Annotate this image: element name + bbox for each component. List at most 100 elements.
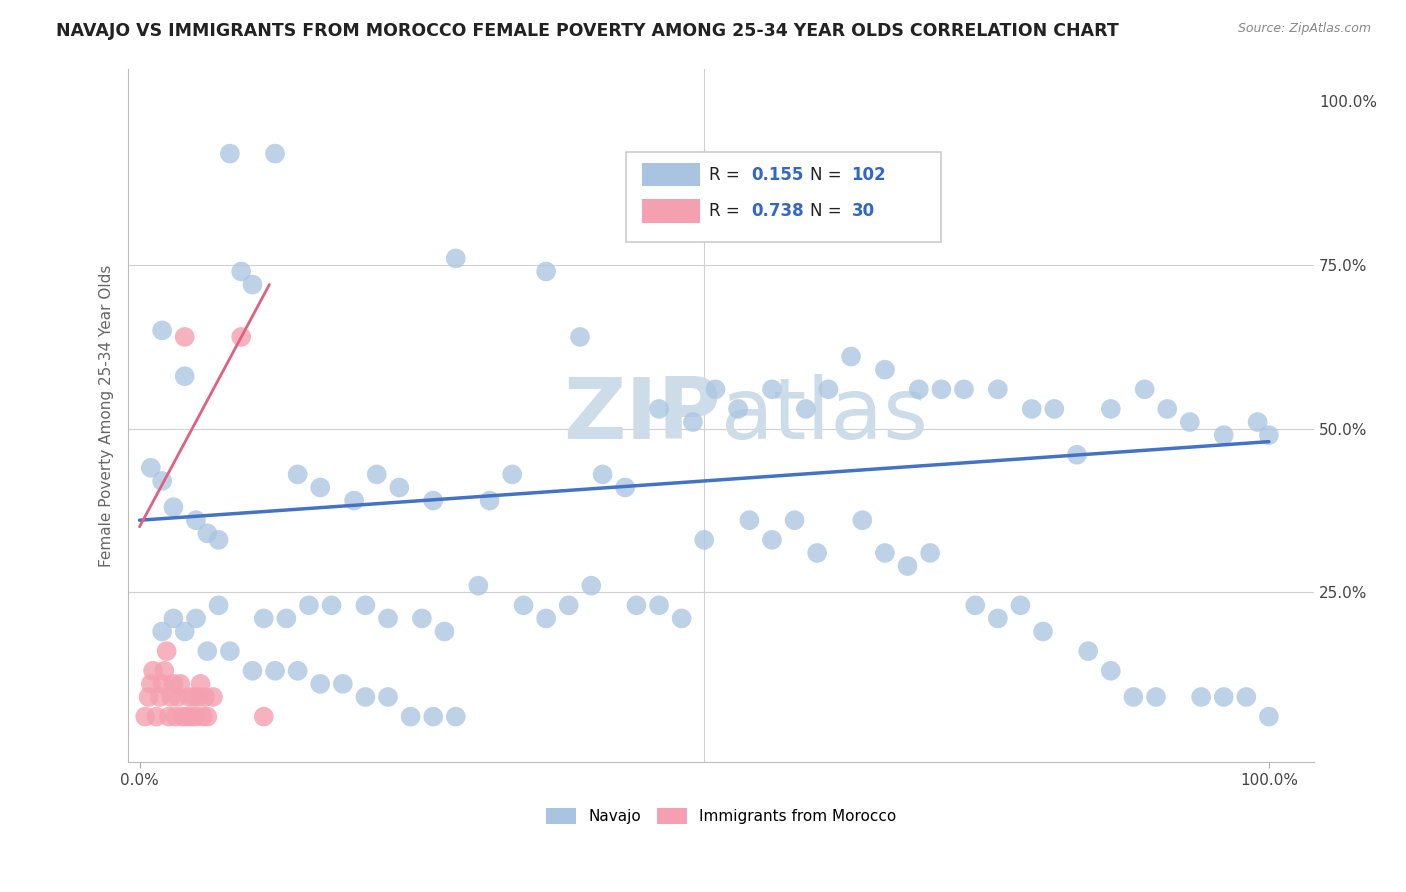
Point	[817, 382, 839, 396]
Point	[157, 709, 180, 723]
Point	[512, 599, 534, 613]
Point	[433, 624, 456, 639]
Point	[156, 644, 179, 658]
Point	[581, 579, 603, 593]
Point	[165, 709, 187, 723]
Point	[276, 611, 298, 625]
Point	[172, 709, 194, 723]
Point	[180, 709, 202, 723]
Point	[354, 690, 377, 704]
Point	[309, 481, 332, 495]
Point	[190, 677, 212, 691]
Point	[444, 252, 467, 266]
Point	[534, 611, 557, 625]
Point	[693, 533, 716, 547]
Point	[965, 599, 987, 613]
Point	[626, 599, 648, 613]
Point	[422, 493, 444, 508]
Point	[569, 330, 592, 344]
Point	[1122, 690, 1144, 704]
Point	[264, 664, 287, 678]
Point	[149, 690, 172, 704]
Point	[150, 323, 173, 337]
Point	[444, 709, 467, 723]
Point	[1144, 690, 1167, 704]
Point	[411, 611, 433, 625]
Point	[160, 690, 183, 704]
Text: 0.738: 0.738	[751, 202, 803, 219]
Point	[150, 624, 173, 639]
Point	[219, 146, 242, 161]
Text: 30: 30	[852, 202, 875, 219]
Point	[309, 677, 332, 691]
Point	[173, 369, 195, 384]
Text: 102: 102	[852, 166, 886, 184]
Point	[806, 546, 828, 560]
Point	[167, 690, 190, 704]
Point	[194, 690, 217, 704]
Point	[231, 264, 253, 278]
Point	[534, 264, 557, 278]
Point	[501, 467, 523, 482]
Point	[1066, 448, 1088, 462]
Point	[987, 382, 1010, 396]
Point	[1212, 428, 1234, 442]
FancyBboxPatch shape	[626, 152, 941, 242]
Text: NAVAJO VS IMMIGRANTS FROM MOROCCO FEMALE POVERTY AMONG 25-34 YEAR OLDS CORRELATI: NAVAJO VS IMMIGRANTS FROM MOROCCO FEMALE…	[56, 22, 1119, 40]
Point	[150, 677, 173, 691]
Text: 0.155: 0.155	[751, 166, 803, 184]
FancyBboxPatch shape	[641, 163, 700, 186]
Y-axis label: Female Poverty Among 25-34 Year Olds: Female Poverty Among 25-34 Year Olds	[100, 264, 114, 566]
Point	[399, 709, 422, 723]
Point	[1156, 401, 1178, 416]
Point	[1133, 382, 1156, 396]
Point	[184, 513, 207, 527]
Point	[794, 401, 817, 416]
Point	[1099, 401, 1122, 416]
Point	[987, 611, 1010, 625]
Point	[162, 677, 184, 691]
Text: N =: N =	[810, 202, 846, 219]
Point	[184, 709, 207, 723]
Point	[184, 611, 207, 625]
Text: atlas: atlas	[721, 374, 929, 457]
Point	[377, 611, 399, 625]
Point	[1021, 401, 1043, 416]
Point	[873, 362, 896, 376]
Text: R =: R =	[709, 166, 745, 184]
Point	[142, 664, 165, 678]
Point	[139, 460, 162, 475]
Point	[1032, 624, 1054, 639]
Point	[873, 546, 896, 560]
Point	[253, 709, 276, 723]
Point	[738, 513, 761, 527]
Point	[592, 467, 614, 482]
Point	[839, 350, 862, 364]
Point	[264, 146, 287, 161]
Point	[139, 677, 162, 691]
Point	[377, 690, 399, 704]
Point	[1043, 401, 1066, 416]
Point	[231, 330, 253, 344]
Point	[207, 599, 229, 613]
Point	[478, 493, 501, 508]
Point	[953, 382, 976, 396]
Point	[704, 382, 727, 396]
Point	[343, 493, 366, 508]
Point	[557, 599, 579, 613]
Point	[195, 644, 218, 658]
Point	[648, 599, 671, 613]
Point	[179, 690, 201, 704]
Point	[851, 513, 873, 527]
Point	[1178, 415, 1201, 429]
Point	[1099, 664, 1122, 678]
FancyBboxPatch shape	[641, 199, 700, 223]
Point	[467, 579, 489, 593]
Point	[173, 624, 195, 639]
Point	[145, 709, 167, 723]
Legend: Navajo, Immigrants from Morocco: Navajo, Immigrants from Morocco	[546, 808, 897, 824]
Text: ZIP: ZIP	[564, 374, 721, 457]
Point	[727, 401, 749, 416]
Point	[896, 559, 918, 574]
Point	[354, 599, 377, 613]
